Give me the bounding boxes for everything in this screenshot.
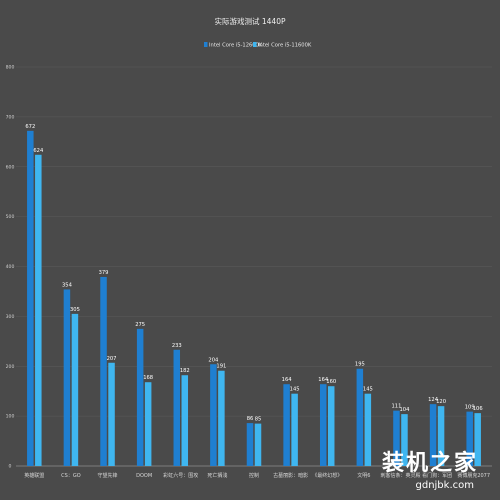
legend-label-2: Intel Core i5-11600K bbox=[258, 43, 312, 49]
x-tick-label: 死亡搁浅 bbox=[207, 472, 227, 479]
bar-英雄联盟-s1 bbox=[27, 130, 34, 466]
data-label: 124 bbox=[428, 397, 439, 403]
data-label: 106 bbox=[473, 406, 483, 412]
data-label: 191 bbox=[216, 364, 226, 370]
x-tick-label: 古墓丽影：暗影 bbox=[273, 472, 308, 479]
bar-《最终幻想》-s2 bbox=[327, 386, 335, 466]
bar-看门狗：军团-s2 bbox=[437, 406, 445, 466]
x-tick-label: 赛博朋克2077 bbox=[457, 472, 490, 479]
bar-古墓丽影：暗影-s1 bbox=[283, 384, 290, 466]
bar-CS：GO-s2 bbox=[71, 313, 79, 466]
data-label: 195 bbox=[355, 362, 365, 368]
bar-死亡搁浅-s2 bbox=[218, 370, 225, 466]
chart-title: 实际游戏测试 1440P bbox=[215, 16, 286, 26]
y-tick-label: 700 bbox=[6, 114, 15, 120]
data-label: 672 bbox=[25, 124, 35, 130]
data-label: 160 bbox=[326, 379, 336, 385]
bar-看门狗：军团-s1 bbox=[429, 404, 437, 466]
bar-CS：GO-s1 bbox=[63, 289, 71, 466]
legend-swatch-1 bbox=[204, 42, 208, 47]
x-tick-label: 英雄联盟 bbox=[24, 472, 44, 479]
data-label: 164 bbox=[318, 377, 329, 383]
legend-swatch-2 bbox=[253, 42, 257, 47]
data-label: 104 bbox=[400, 407, 411, 413]
watermark-en: gdnjbk.com bbox=[416, 480, 475, 491]
data-label: 145 bbox=[363, 387, 373, 393]
data-label: 207 bbox=[107, 356, 117, 362]
data-label: 111 bbox=[392, 404, 402, 410]
y-axis: 0 100 200 300 400 500 600 700 800 bbox=[6, 65, 15, 470]
y-tick-label: 100 bbox=[6, 414, 15, 420]
y-tick-label: 600 bbox=[6, 164, 15, 170]
data-label: 233 bbox=[172, 343, 182, 349]
gridlines bbox=[16, 66, 492, 467]
data-label: 354 bbox=[62, 282, 73, 288]
y-tick-label: 300 bbox=[6, 314, 15, 320]
y-tick-label: 800 bbox=[6, 65, 15, 71]
bar-《最终幻想》-s1 bbox=[319, 384, 327, 466]
x-tick-label: 控制 bbox=[249, 472, 259, 479]
watermark: 装机之家 gdnjbk.com bbox=[382, 450, 478, 491]
x-tick-label: CS：GO bbox=[61, 473, 81, 479]
legend-label-1: Intel Core i5-12600K bbox=[209, 43, 263, 49]
y-tick-label: 200 bbox=[6, 364, 15, 370]
y-tick-label: 500 bbox=[6, 214, 15, 220]
x-axis: 英雄联盟 CS：GO 守望先锋 DOOM 彩虹六号：围攻 死亡搁浅 控制 古墓丽影：暗影 《最终… bbox=[24, 472, 490, 479]
bar-古墓丽影：暗影-s2 bbox=[291, 393, 298, 466]
data-label: 120 bbox=[436, 399, 446, 405]
bar-控制-s1 bbox=[246, 423, 254, 466]
data-label: 164 bbox=[282, 377, 293, 383]
y-tick-label: 0 bbox=[9, 464, 12, 470]
bars bbox=[27, 130, 481, 466]
data-label: 305 bbox=[70, 307, 80, 313]
bar-DOOM-s2 bbox=[144, 382, 152, 466]
bar-刺客信条：英灵殿-s2 bbox=[401, 414, 408, 466]
bar-守望先锋-s2 bbox=[108, 362, 115, 466]
x-tick-label: 看门狗：军团 bbox=[422, 472, 452, 479]
data-label: 85 bbox=[255, 417, 262, 423]
x-tick-label: DOOM bbox=[136, 473, 152, 479]
bar-刺客信条：英灵殿-s1 bbox=[393, 410, 400, 466]
data-label: 109 bbox=[465, 405, 475, 411]
data-label: 379 bbox=[99, 270, 109, 276]
x-tick-label: 文明6 bbox=[357, 472, 370, 479]
bar-彩虹六号：围攻-s2 bbox=[181, 375, 189, 466]
watermark-cn: 装机之家 bbox=[382, 450, 478, 476]
data-label: 275 bbox=[135, 322, 145, 328]
bar-赛博朋克2077-s1 bbox=[466, 411, 473, 466]
y-tick-label: 400 bbox=[6, 264, 15, 270]
x-tick-label: 彩虹六号：围攻 bbox=[163, 472, 198, 479]
bar-彩虹六号：围攻-s1 bbox=[173, 349, 181, 466]
data-label: 86 bbox=[247, 416, 254, 422]
bar-守望先锋-s1 bbox=[100, 276, 107, 466]
data-label: 145 bbox=[290, 387, 300, 393]
bar-文明6-s2 bbox=[364, 393, 372, 466]
bar-英雄联盟-s2 bbox=[35, 154, 42, 466]
bar-控制-s2 bbox=[254, 423, 262, 466]
data-label: 168 bbox=[143, 375, 153, 381]
data-label: 624 bbox=[33, 148, 44, 154]
data-label: 204 bbox=[208, 357, 219, 363]
x-tick-label: 守望先锋 bbox=[98, 472, 118, 479]
bar-DOOM-s1 bbox=[136, 328, 144, 466]
x-tick-label: 刺客信条：英灵殿 bbox=[380, 472, 420, 479]
bar-文明6-s1 bbox=[356, 368, 364, 466]
data-label: 182 bbox=[180, 368, 190, 374]
x-tick-label: 《最终幻想》 bbox=[312, 472, 342, 479]
bar-赛博朋克2077-s2 bbox=[474, 413, 481, 466]
bar-死亡搁浅-s1 bbox=[210, 364, 217, 466]
